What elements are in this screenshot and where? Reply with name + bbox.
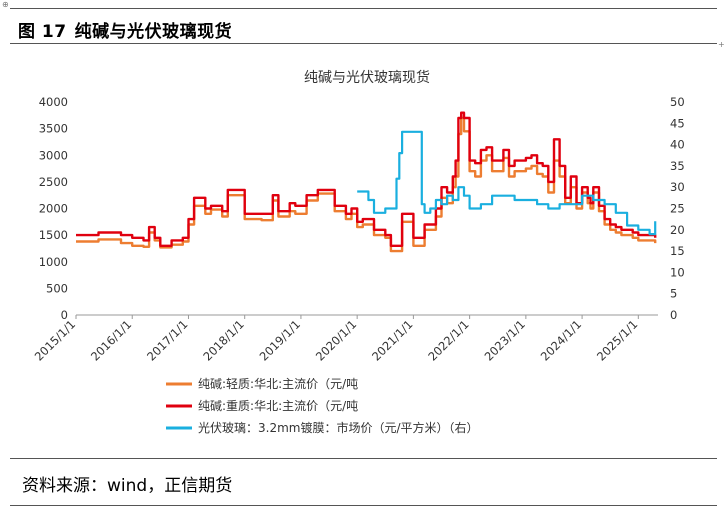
x-tick-label: 2017/1/1 (144, 317, 190, 363)
y-right-tick-label: 40 (670, 138, 685, 152)
legend-label-heavy_soda: 纯碱:重质:华北:主流价（元/吨 (198, 399, 358, 413)
y-right-tick-label: 45 (670, 116, 685, 130)
x-tick-label: 2018/1/1 (200, 317, 246, 363)
y-left-tick-label: 4000 (39, 95, 68, 109)
figure-title-text: 纯碱与光伏玻璃现货 (74, 22, 233, 42)
chart-panel: 纯碱与光伏玻璃现货 0 500 1000 1500 2000 2500 3000 3500 400… (10, 44, 717, 454)
figure-number: 图 17 (18, 22, 67, 42)
x-tick-label: 2023/1/1 (482, 317, 528, 363)
series-line-pv_glass (357, 130, 657, 236)
y-left-tick-label: 0 (61, 308, 68, 322)
y-left-tick-label: 2500 (39, 175, 68, 189)
line-chart: 纯碱与光伏玻璃现货0500100015002000250030003500400… (32, 69, 685, 435)
y-right-tick-label: 5 (670, 287, 677, 301)
y-right-tick-label: 20 (670, 223, 685, 237)
y-left-tick-label: 500 (46, 281, 68, 295)
x-tick-label: 2025/1/1 (594, 317, 640, 363)
x-tick-label: 2021/1/1 (369, 317, 415, 363)
chart-title: 纯碱与光伏玻璃现货 (304, 69, 430, 86)
x-tick-label: 2020/1/1 (313, 317, 359, 363)
x-tick-label: 2022/1/1 (425, 317, 471, 363)
figure-footer: 资料来源：wind，正信期货 (10, 458, 717, 506)
y-right-tick-label: 0 (670, 308, 677, 322)
series-line-heavy_soda (76, 111, 657, 247)
x-tick-label: 2024/1/1 (538, 317, 584, 363)
y-right-tick-label: 50 (670, 95, 685, 109)
y-right-tick-label: 10 (670, 265, 685, 279)
y-left-tick-label: 2000 (39, 202, 68, 216)
source-note: 资料来源：wind，正信期货 (22, 476, 233, 496)
y-right-tick-label: 15 (670, 244, 685, 258)
figure-header: 图 17 纯碱与光伏玻璃现货 (10, 8, 717, 44)
corner-move-handle-icon[interactable]: ⊕ (2, 0, 9, 9)
figure-title: 图 17 纯碱与光伏玻璃现货 (18, 17, 232, 42)
x-tick-label: 2016/1/1 (88, 317, 134, 363)
y-left-tick-label: 1000 (39, 255, 68, 269)
y-left-tick-label: 1500 (39, 228, 68, 242)
y-left-tick-label: 3500 (39, 122, 68, 136)
corner-resize-handle-icon[interactable]: + (718, 40, 725, 49)
x-tick-label: 2015/1/1 (32, 317, 78, 363)
legend-label-pv_glass: 光伏玻璃：3.2mm镀膜：市场价（元/平方米）（右） (198, 420, 479, 435)
y-right-tick-label: 30 (670, 180, 685, 194)
x-tick-label: 2019/1/1 (257, 317, 303, 363)
y-right-tick-label: 25 (670, 202, 685, 216)
legend-label-light_soda: 纯碱:轻质:华北:主流价（元/吨 (198, 377, 358, 391)
y-left-tick-label: 3000 (39, 148, 68, 162)
y-right-tick-label: 35 (670, 159, 685, 173)
series-line-light_soda (76, 116, 657, 253)
